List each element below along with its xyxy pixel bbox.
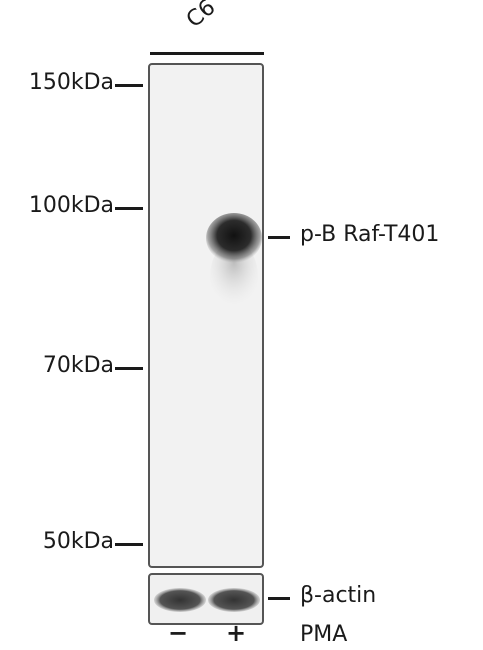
lane2-treatment: +	[226, 619, 247, 647]
marker-150kda-label: 150kDa	[28, 70, 114, 95]
target-band-tick	[268, 236, 290, 239]
blot-main-panel	[148, 63, 264, 568]
target-band-label: p-B Raf-T401	[300, 222, 440, 247]
actin-band-lane1	[154, 588, 206, 612]
blot-actin-image	[154, 588, 260, 612]
treatment-label: PMA	[300, 622, 348, 647]
lane1-treatment: −	[168, 619, 189, 647]
actin-band-lane2	[208, 588, 260, 612]
marker-100kda-tick	[115, 207, 143, 210]
blot-main-image	[206, 213, 262, 313]
actin-band-label: β-actin	[300, 583, 377, 608]
cell-line-bar	[150, 52, 264, 55]
marker-50kda-tick	[115, 543, 143, 546]
marker-150kda-tick	[115, 84, 143, 87]
marker-100kda-label: 100kDa	[28, 193, 114, 218]
marker-70kda-tick	[115, 367, 143, 370]
marker-50kda-label: 50kDa	[42, 529, 114, 554]
marker-70kda-label: 70kDa	[42, 353, 114, 378]
cell-line-label: C6	[181, 0, 221, 33]
blot-actin-panel	[148, 573, 264, 625]
target-band	[206, 213, 262, 263]
actin-band-tick	[268, 597, 290, 600]
